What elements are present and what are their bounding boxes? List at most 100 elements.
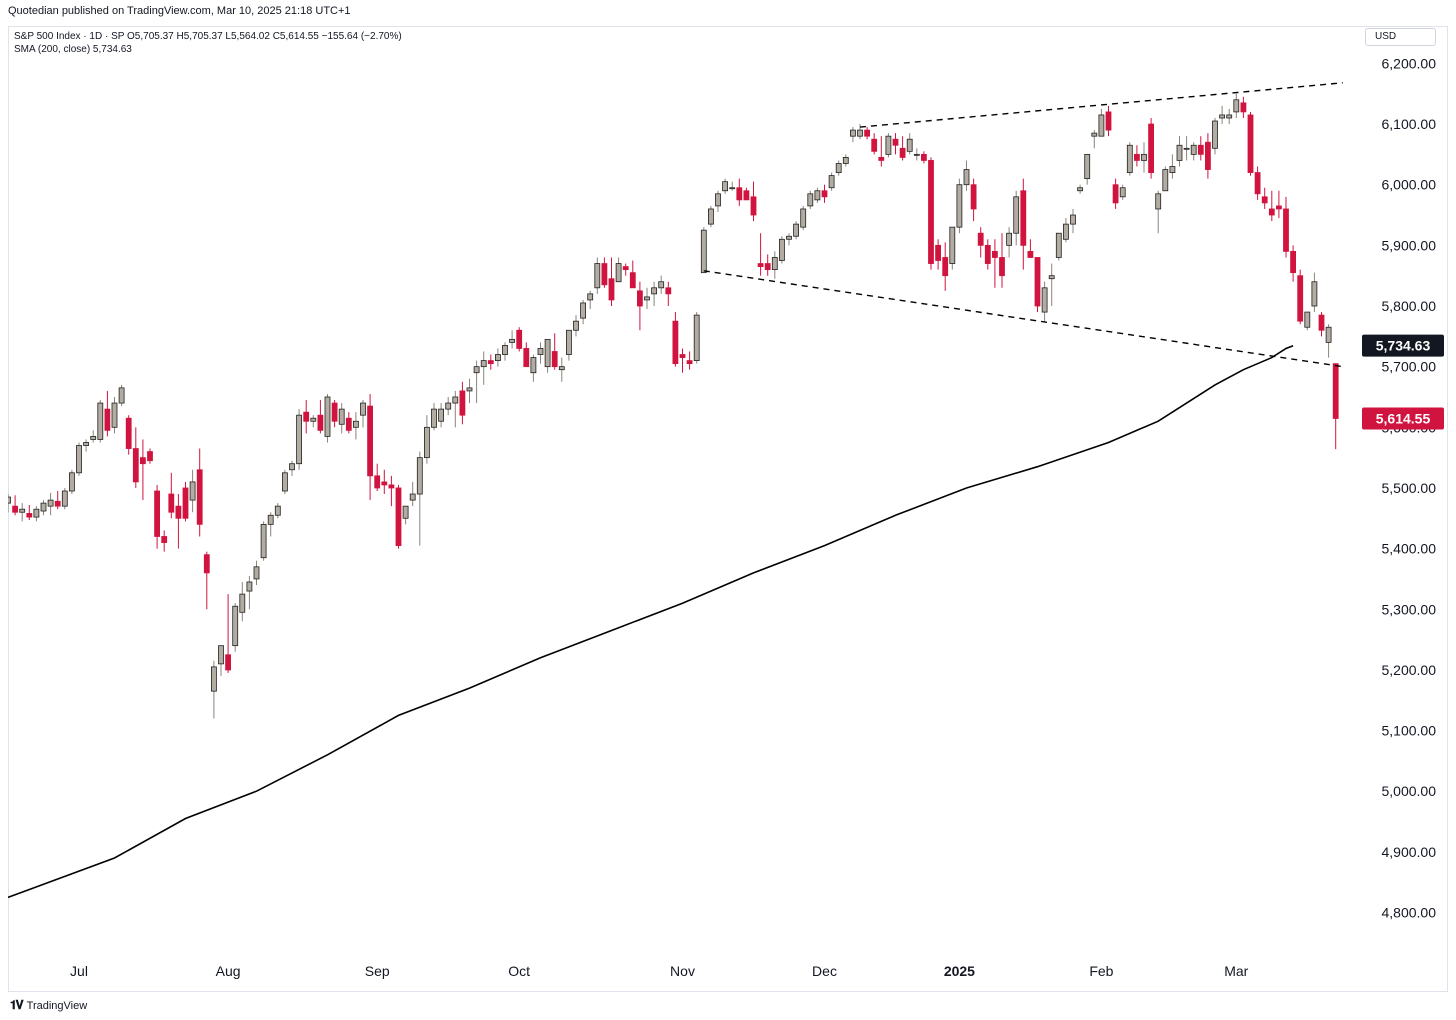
candle-body-up <box>949 226 956 264</box>
candle <box>644 287 650 310</box>
candle <box>743 187 750 201</box>
candle <box>1290 245 1296 282</box>
candle-body-down <box>1105 111 1112 131</box>
candle <box>807 190 814 209</box>
candle <box>423 415 430 464</box>
ohlc-legend[interactable]: S&P 500 Index · 1D · SP O5,705.37 H5,705… <box>14 31 402 42</box>
candle <box>139 439 146 501</box>
candle <box>793 221 799 240</box>
candle <box>558 357 565 382</box>
candle <box>580 299 586 325</box>
candle-body-down <box>374 475 381 489</box>
candle-body-up <box>1183 147 1190 150</box>
candle-body-down <box>147 451 153 462</box>
candle-body-down <box>104 408 111 431</box>
y-tick-label: 5,400.00 <box>1382 541 1437 557</box>
currency-button[interactable]: USD <box>1365 28 1436 46</box>
candle <box>182 481 189 522</box>
candle <box>218 645 224 676</box>
candle-body-up <box>1233 99 1240 113</box>
candle-body-up <box>587 293 594 301</box>
candle-body-up <box>1013 196 1020 234</box>
sma-legend[interactable]: SMA (200, close) 5,734.63 <box>14 44 132 55</box>
time-label: Feb <box>1089 963 1113 979</box>
candle <box>1155 190 1162 234</box>
candle-body-down <box>686 360 693 365</box>
candle <box>693 312 700 364</box>
candle <box>374 463 381 491</box>
candle-body-up <box>289 463 295 471</box>
candle-body-up <box>1091 132 1098 137</box>
candle <box>239 581 246 622</box>
candle-body-down <box>523 348 530 368</box>
candle-body-up <box>715 193 721 207</box>
candle <box>19 503 26 522</box>
candle <box>225 594 232 673</box>
candle <box>736 178 743 206</box>
candle-body-down <box>551 351 558 368</box>
candle-body-down <box>1276 205 1282 210</box>
candle-body-up <box>416 457 423 495</box>
candle <box>189 469 196 513</box>
y-tick-label: 5,300.00 <box>1382 601 1437 617</box>
candle <box>1240 96 1247 118</box>
y-tick-label: 6,100.00 <box>1382 116 1437 132</box>
tradingview-logo[interactable]: 𝟏𝐕 TradingView <box>10 998 87 1013</box>
candle-body-up <box>906 138 913 152</box>
candle <box>1254 166 1261 200</box>
candle <box>615 257 622 283</box>
candle-body-down <box>317 414 324 431</box>
candle <box>913 148 920 161</box>
candle <box>161 530 168 552</box>
candle-body-down <box>1240 102 1247 113</box>
candle <box>8 494 11 513</box>
candle-body-up <box>573 320 579 331</box>
candle-body-up <box>693 314 700 361</box>
y-tick-label: 5,800.00 <box>1382 298 1437 314</box>
candle-body-down <box>12 505 19 513</box>
candle <box>537 342 544 364</box>
candle-body-down <box>629 272 636 289</box>
time-label: Nov <box>670 963 695 979</box>
candle <box>1176 136 1183 167</box>
candle-body-up <box>97 402 104 440</box>
candle-body-up <box>260 523 267 559</box>
candle <box>175 494 182 549</box>
candle-body-up <box>1084 153 1091 180</box>
candle <box>352 412 359 440</box>
candle <box>1318 312 1325 337</box>
candle <box>835 160 842 176</box>
candle-body-up <box>33 508 40 518</box>
candle-body-up <box>1176 144 1183 161</box>
candle-body-down <box>125 417 132 449</box>
candle-body-up <box>779 238 785 261</box>
candle <box>118 384 125 407</box>
y-tick-label: 5,900.00 <box>1382 237 1437 253</box>
candle <box>409 481 416 507</box>
candle <box>814 187 821 203</box>
candle-body-down <box>1027 251 1034 258</box>
candle <box>416 451 423 546</box>
candle <box>69 469 75 495</box>
candle <box>750 181 757 222</box>
candle <box>899 136 906 161</box>
candle-body-down <box>26 513 33 518</box>
candle-body-up <box>722 181 728 192</box>
candle <box>1105 105 1112 137</box>
last-price-label-bg <box>1362 407 1444 430</box>
candle <box>487 354 494 370</box>
candle <box>622 263 629 276</box>
candle <box>168 472 175 519</box>
time-label: 2025 <box>944 963 975 979</box>
candle <box>1268 190 1275 222</box>
candle-body-up <box>530 357 537 374</box>
candle-body-up <box>90 436 97 440</box>
candle <box>303 400 310 434</box>
candle-body-up <box>338 408 345 425</box>
candle-body-down <box>388 484 395 489</box>
candle <box>1297 269 1304 325</box>
y-tick-label: 5,500.00 <box>1382 480 1437 496</box>
candle <box>438 403 445 428</box>
candle-body-down <box>984 244 991 264</box>
